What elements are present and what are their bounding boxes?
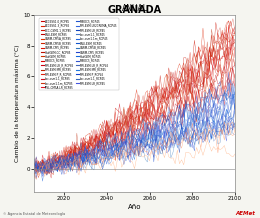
Y-axis label: Cambio de la temperatura máxima (°C): Cambio de la temperatura máxima (°C) [15, 45, 20, 162]
X-axis label: Año: Año [128, 204, 141, 210]
Text: ANUAL: ANUAL [122, 4, 148, 13]
Text: © Agencia Estatal de Meteorología: © Agencia Estatal de Meteorología [3, 212, 65, 216]
Text: AEMet: AEMet [235, 211, 255, 216]
Legend: ACCESS1.0_RCP85, ACCESS1.3_RCP85, BCC-CSM1.1_RCP85, BNU-ESM_RCP85, CNRM-CM5A_RCP: ACCESS1.0_RCP85, ACCESS1.3_RCP85, BCC-CS… [40, 18, 119, 90]
Title: GRANADA: GRANADA [107, 5, 162, 15]
